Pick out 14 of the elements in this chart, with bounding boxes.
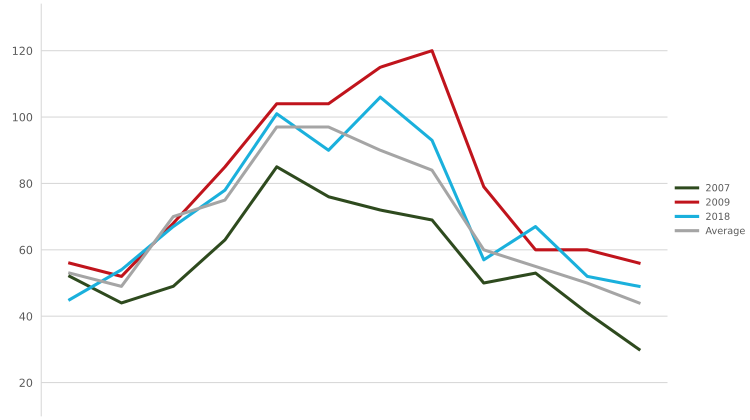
y-tick-label: 20 <box>20 378 32 387</box>
legend-label: 2007 <box>706 184 730 192</box>
y-tick-label: 80 <box>20 179 32 188</box>
y-tick-label: 40 <box>19 312 32 321</box>
y-tick-label: 60 <box>20 246 32 254</box>
legend-label: 2018 <box>706 212 730 220</box>
line-series <box>68 96 641 302</box>
y-tick-label: 100 <box>12 113 32 122</box>
line-series <box>68 165 641 351</box>
legend-label: Average <box>705 227 745 236</box>
y-tick-label: 120 <box>12 46 32 56</box>
line-series <box>68 125 641 304</box>
line-series <box>68 49 641 278</box>
legend-label: 2009 <box>706 198 730 206</box>
